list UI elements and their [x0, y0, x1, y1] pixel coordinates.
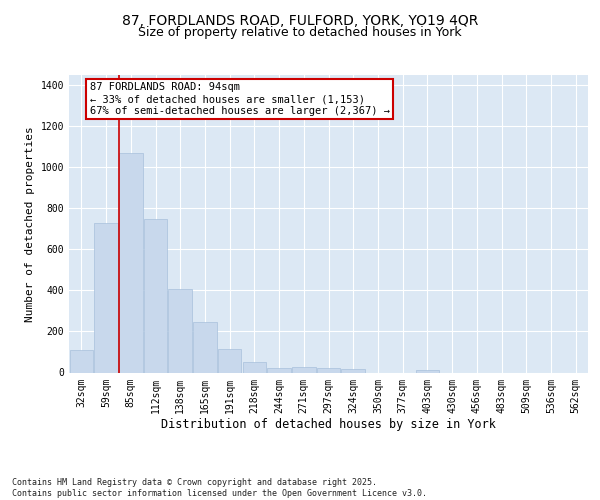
Bar [119, 153, 143, 372]
Bar [144, 218, 167, 372]
Text: 87 FORDLANDS ROAD: 94sqm
← 33% of detached houses are smaller (1,153)
67% of sem: 87 FORDLANDS ROAD: 94sqm ← 33% of detach… [90, 82, 390, 116]
Text: Size of property relative to detached houses in York: Size of property relative to detached ho… [138, 26, 462, 39]
Text: Contains HM Land Registry data © Crown copyright and database right 2025.
Contai: Contains HM Land Registry data © Crown c… [12, 478, 427, 498]
Bar [341, 369, 365, 372]
Bar [193, 322, 217, 372]
Bar [317, 368, 340, 372]
Bar [268, 368, 291, 372]
Bar [169, 290, 192, 372]
Text: 87, FORDLANDS ROAD, FULFORD, YORK, YO19 4QR: 87, FORDLANDS ROAD, FULFORD, YORK, YO19 … [122, 14, 478, 28]
Y-axis label: Number of detached properties: Number of detached properties [25, 126, 35, 322]
Bar [242, 362, 266, 372]
Bar [70, 350, 93, 372]
Bar [292, 367, 316, 372]
Bar [416, 370, 439, 372]
Bar [94, 222, 118, 372]
Bar [218, 349, 241, 372]
X-axis label: Distribution of detached houses by size in York: Distribution of detached houses by size … [161, 418, 496, 431]
